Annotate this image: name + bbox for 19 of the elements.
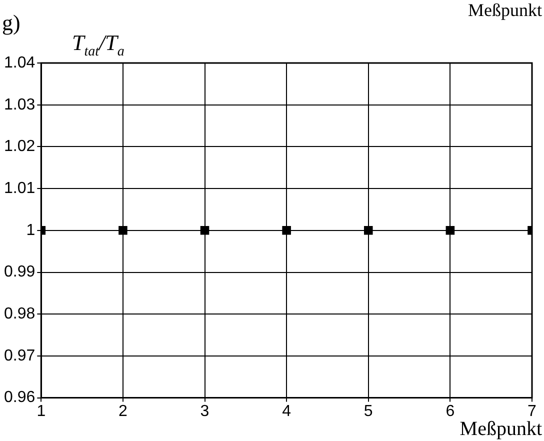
x-tick-label: 7 (528, 402, 537, 420)
chart-title: g) (2, 10, 20, 36)
y-tick-label: 1.04 (4, 54, 36, 72)
y-tick-label: 1.02 (4, 138, 36, 156)
y-tick-label: 0.96 (4, 389, 36, 406)
y-axis-title: T$_{tat}$/T$_{a}$ (72, 30, 124, 60)
y-tick-label: 0.97 (4, 347, 36, 364)
x-tick-label: 3 (200, 402, 210, 420)
y-tick-label: 0.99 (4, 264, 36, 281)
x-tick-label: 5 (364, 402, 373, 420)
x-tick-label: 4 (282, 402, 292, 420)
text: Meßpunkt (468, 0, 542, 21)
x-tick-label: 2 (118, 402, 128, 420)
y-tick-label: 1.01 (4, 180, 36, 197)
x-axis-title: Meßpunkt (460, 418, 542, 441)
y-tick-label: 1.03 (4, 96, 36, 114)
x-tick-label: 6 (446, 402, 455, 420)
y-tick-label: 0.98 (4, 306, 36, 323)
y-tick-label: 1 (26, 222, 36, 239)
